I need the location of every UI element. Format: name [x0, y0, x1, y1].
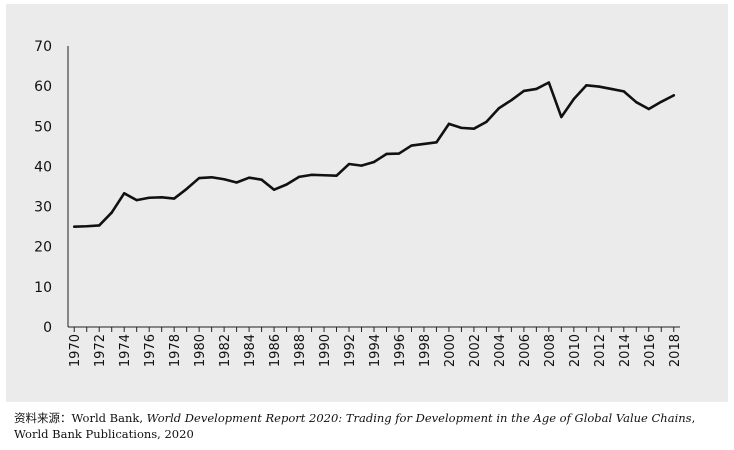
data-point	[460, 126, 463, 130]
y-tick-label: 30	[34, 200, 52, 216]
data-point	[272, 188, 276, 191]
data-point	[597, 85, 601, 88]
x-tick-label: 1998	[418, 334, 433, 367]
x-tick-label: 2018	[668, 334, 683, 367]
data-point	[135, 198, 138, 202]
data-point	[322, 174, 326, 177]
chart-panel	[6, 4, 728, 402]
data-point	[547, 81, 551, 84]
source-publisher-suffix: , World Bank Publications, 2020	[14, 411, 696, 441]
x-tick-label: 1970	[68, 334, 83, 367]
x-tick-label: 2012	[593, 334, 608, 367]
data-point	[535, 87, 538, 91]
data-point	[123, 192, 126, 195]
data-point	[610, 87, 613, 91]
source-caption: 资料来源：World Bank, World Development Repor…	[14, 410, 726, 442]
data-point	[110, 211, 113, 214]
y-tick-label: 70	[34, 39, 52, 55]
data-point	[73, 225, 76, 228]
x-tick-label: 2010	[568, 334, 583, 367]
data-point	[260, 178, 263, 181]
source-report-title: World Development Report 2020: Trading f…	[146, 411, 692, 425]
data-point	[660, 100, 663, 104]
data-point	[447, 122, 451, 126]
y-tick-label: 10	[34, 280, 52, 296]
x-tick-label: 1994	[368, 334, 383, 367]
data-point	[560, 115, 563, 119]
x-tick-label: 2006	[518, 334, 533, 367]
data-point	[485, 120, 488, 124]
x-tick-label: 2008	[543, 334, 558, 367]
data-point	[160, 196, 163, 199]
data-point	[472, 127, 476, 130]
data-point	[422, 142, 426, 146]
x-tick-label: 1988	[293, 334, 308, 367]
x-tick-label: 1986	[268, 334, 283, 367]
data-point	[147, 196, 151, 199]
data-point	[347, 162, 351, 166]
data-point	[397, 152, 401, 155]
x-tick-label: 2004	[493, 334, 508, 367]
x-tick-label: 1984	[243, 334, 258, 367]
data-point	[310, 173, 313, 177]
x-tick-label: 1982	[218, 334, 233, 367]
data-point	[210, 176, 213, 179]
x-tick-label: 1990	[318, 334, 333, 367]
data-point	[85, 225, 88, 228]
data-point	[647, 107, 650, 111]
x-tick-label: 2002	[468, 334, 483, 367]
data-point	[285, 183, 288, 186]
x-tick-label: 1992	[343, 334, 358, 367]
data-point	[522, 89, 526, 93]
y-tick-label: 0	[43, 320, 52, 336]
data-point	[510, 98, 513, 102]
data-point	[410, 144, 413, 147]
line-chart: 0 10 20 30 40 50 60 70 1970 1972 1974 1976 1978 1980…	[34, 39, 683, 367]
source-label: 资料来源：	[14, 411, 72, 425]
data-point	[197, 176, 201, 180]
data-point	[635, 101, 638, 104]
data-point	[372, 160, 376, 164]
y-tick-label: 20	[34, 240, 52, 256]
x-axis: 1970 1972 1974 1976 1978 1980 1982 1984 1986 1988…	[68, 326, 683, 367]
data-point	[335, 174, 338, 177]
source-publisher: World Bank,	[71, 411, 147, 425]
data-point	[622, 90, 625, 93]
data-point	[360, 164, 363, 167]
data-point	[222, 178, 226, 181]
x-tick-label: 2014	[618, 334, 633, 367]
data-point	[297, 175, 301, 179]
y-tick-label: 50	[34, 119, 52, 135]
data-point	[185, 187, 188, 191]
y-tick-label: 60	[34, 79, 52, 95]
x-tick-label: 1978	[168, 334, 183, 367]
series-line	[72, 81, 676, 228]
data-point	[572, 97, 576, 101]
data-point	[385, 152, 388, 156]
y-tick-label: 40	[34, 159, 52, 175]
y-axis: 0 10 20 30 40 50 60 70	[34, 39, 69, 336]
data-point	[672, 94, 675, 97]
data-point	[98, 224, 101, 227]
x-tick-label: 1974	[118, 334, 133, 367]
series-layer	[72, 81, 676, 228]
data-point	[247, 176, 251, 179]
x-tick-label: 1996	[393, 334, 408, 367]
x-tick-label: 2000	[443, 334, 458, 367]
data-point	[235, 181, 238, 184]
data-point	[585, 84, 588, 87]
x-tick-label: 1976	[143, 334, 158, 367]
x-tick-label: 1972	[93, 334, 108, 367]
x-tick-label: 2016	[643, 334, 658, 367]
data-point	[435, 141, 438, 144]
data-point	[172, 197, 176, 200]
data-point	[497, 107, 501, 110]
x-tick-label: 1980	[193, 334, 208, 367]
